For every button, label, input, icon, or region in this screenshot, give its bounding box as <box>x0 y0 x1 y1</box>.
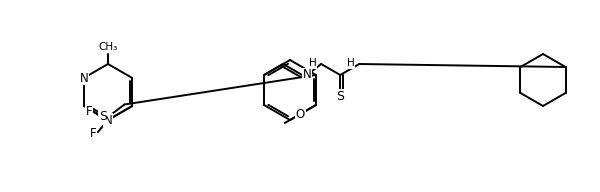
Text: F: F <box>89 127 96 140</box>
Text: S: S <box>336 89 344 103</box>
Text: H: H <box>309 59 317 69</box>
Text: H: H <box>347 59 355 69</box>
Text: N: N <box>79 71 88 84</box>
Text: O: O <box>296 108 305 121</box>
Text: S: S <box>99 111 107 123</box>
Text: N: N <box>303 69 311 81</box>
Text: CH₃: CH₃ <box>98 42 118 52</box>
Text: F: F <box>86 104 92 118</box>
Text: N: N <box>104 113 112 127</box>
